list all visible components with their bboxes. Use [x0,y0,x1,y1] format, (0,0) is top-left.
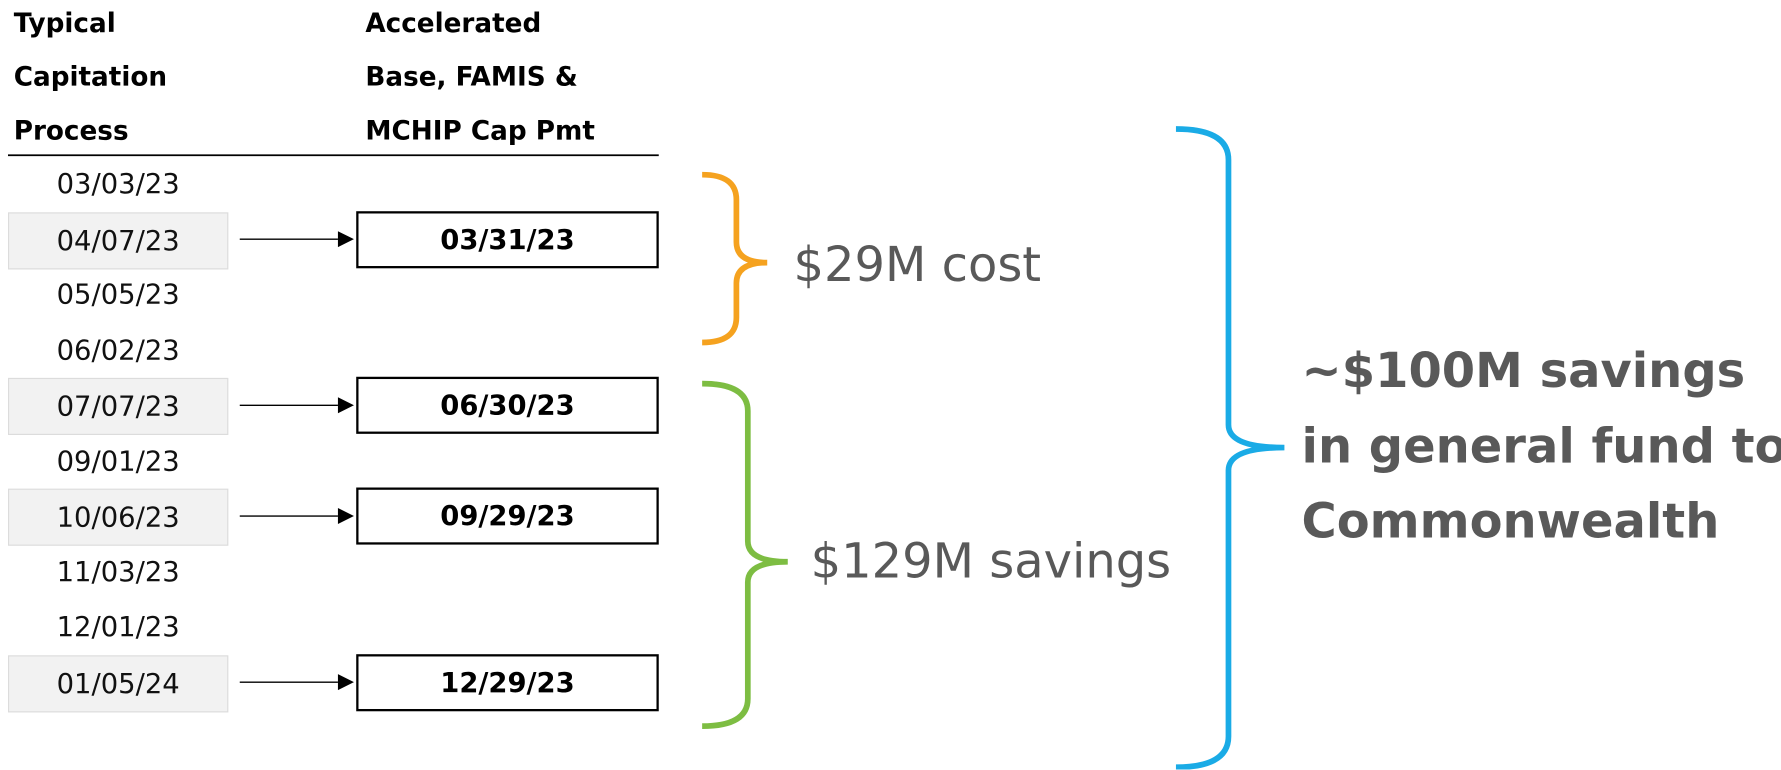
arrow-head [337,674,354,691]
accelerated-date: 06/30/23 [356,376,659,434]
header-line: Typical [13,9,116,39]
typical-date: 03/03/23 [56,167,180,200]
typical-date: 06/02/23 [56,333,180,366]
savings-brace [702,380,788,729]
total-brace [1175,126,1285,770]
typical-date: 12/01/23 [56,610,180,643]
arrow-head [337,231,354,248]
typical-date: 09/01/23 [56,444,180,477]
typical-date: 01/05/24 [7,654,229,712]
header-line: Accelerated [365,9,542,39]
cost-brace [702,171,768,346]
header-line: Process [13,116,129,147]
arrow-head [337,508,354,525]
typical-date: 07/07/23 [7,377,229,435]
header-line: MCHIP Cap Pmt [365,116,595,147]
cost-label: $29M cost [793,236,1042,293]
accelerated-date: 03/31/23 [356,210,659,268]
savings-label: $129M savings [810,533,1172,590]
typical-date: 04/07/23 [7,211,229,269]
accelerated-date: 09/29/23 [356,487,659,545]
total-line: ~$100M savings [1301,342,1746,399]
typical-date: 10/06/23 [7,488,229,546]
total-label: ~$100M savings in general fund to Commonwe… [1302,333,1781,559]
typical-date: 11/03/23 [56,555,180,588]
header-line: Base, FAMIS & [365,62,578,93]
typical-date: 05/05/23 [56,278,180,311]
accelerated-date: 12/29/23 [356,653,659,711]
arrow-head [337,397,354,414]
header-line: Capitation [13,62,168,93]
total-line: Commonwealth [1301,493,1720,550]
total-line: in general fund to [1301,417,1781,474]
